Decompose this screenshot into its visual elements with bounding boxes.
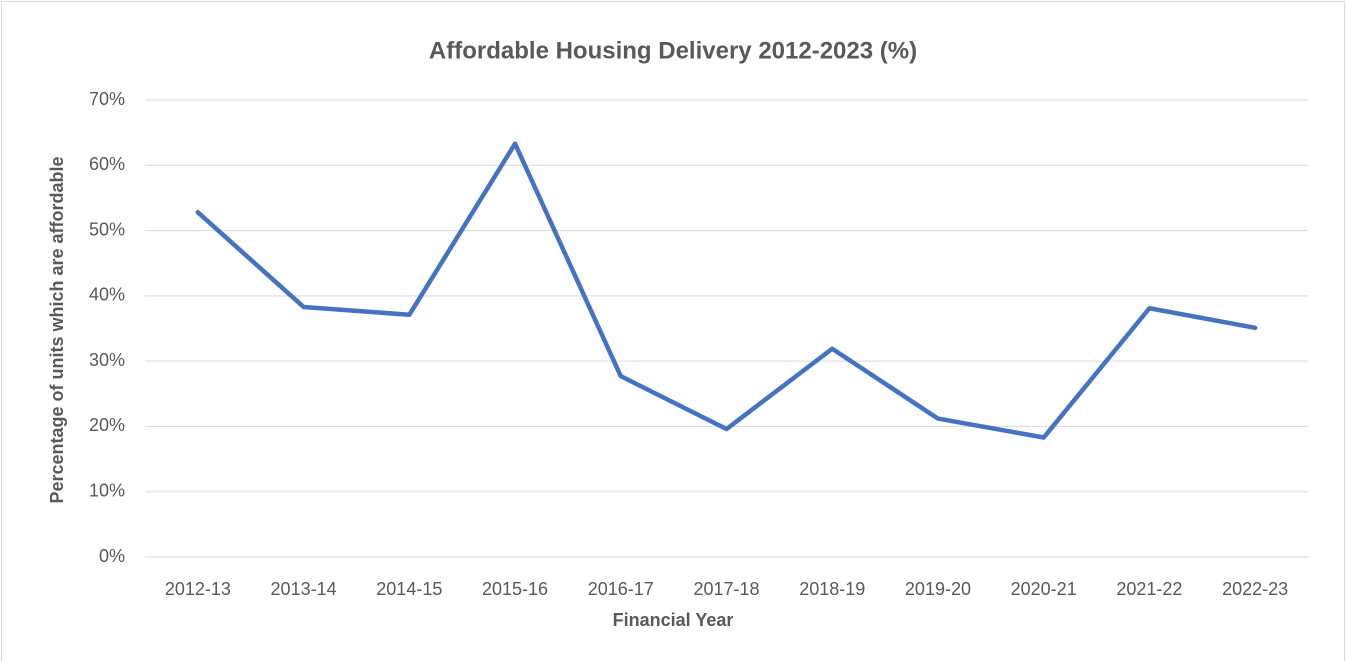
y-tick-label: 70% bbox=[89, 89, 125, 109]
x-tick-label: 2018-19 bbox=[799, 579, 865, 599]
x-tick-label: 2016-17 bbox=[588, 579, 654, 599]
data-line bbox=[195, 141, 1258, 440]
y-tick-label: 10% bbox=[89, 480, 125, 500]
x-tick-label: 2022-23 bbox=[1222, 579, 1288, 599]
x-tick-label: 2017-18 bbox=[693, 579, 759, 599]
x-tick-label: 2019-20 bbox=[905, 579, 971, 599]
y-tick-label: 30% bbox=[89, 350, 125, 370]
x-tick-label: 2015-16 bbox=[482, 579, 548, 599]
chart-title: Affordable Housing Delivery 2012-2023 (%… bbox=[429, 37, 917, 64]
y-axis-title: Percentage of units which are affordable bbox=[47, 156, 67, 503]
x-tick-label: 2021-22 bbox=[1116, 579, 1182, 599]
x-tick-label: 2012-13 bbox=[165, 579, 231, 599]
x-axis-title: Financial Year bbox=[613, 610, 734, 630]
y-tick-label: 40% bbox=[89, 285, 125, 305]
y-tick-label: 20% bbox=[89, 415, 125, 435]
y-tick-label: 60% bbox=[89, 154, 125, 174]
y-tick-label: 0% bbox=[99, 546, 125, 566]
y-tick-label: 50% bbox=[89, 219, 125, 239]
x-tick-label: 2013-14 bbox=[271, 579, 337, 599]
x-tick-label: 2020-21 bbox=[1011, 579, 1077, 599]
x-tick-label: 2014-15 bbox=[376, 579, 442, 599]
